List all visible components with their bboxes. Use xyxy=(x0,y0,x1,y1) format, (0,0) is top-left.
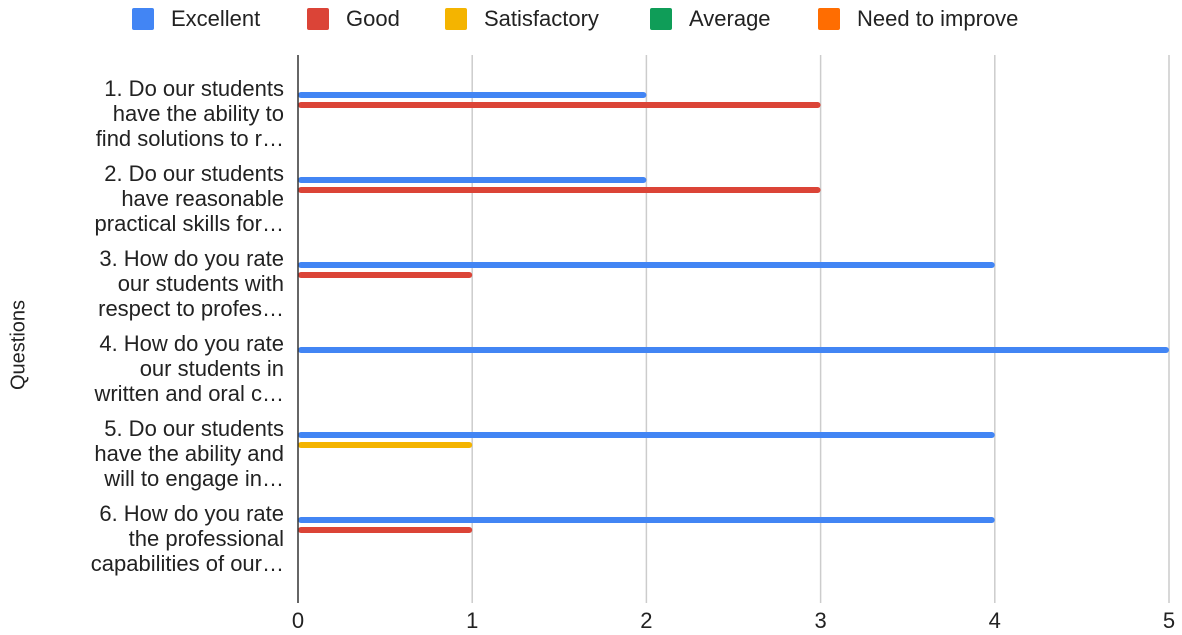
category-label-1-line-3: find solutions to r… xyxy=(96,126,284,151)
bar-q3-excellent xyxy=(298,262,995,268)
category-label-6-line-2: the professional xyxy=(129,526,284,551)
bar-q6-good xyxy=(298,527,473,533)
category-label-2-line-2: have reasonable xyxy=(121,186,284,211)
category-label-3-line-2: our students with xyxy=(118,271,284,296)
legend-label-3: Average xyxy=(689,6,771,31)
category-label-5-line-3: will to engage in… xyxy=(103,466,284,491)
x-tick-label-4: 4 xyxy=(989,608,1001,633)
x-tick-label-2: 2 xyxy=(640,608,652,633)
bar-q5-excellent xyxy=(298,432,995,438)
gridlines xyxy=(471,55,1170,603)
category-label-2-line-1: 2. Do our students xyxy=(104,161,284,186)
x-tick-label-1: 1 xyxy=(466,608,478,633)
y-axis-title: Questions xyxy=(7,300,29,390)
x-axis-ticks: 0 1 2 3 4 5 xyxy=(292,608,1175,633)
legend-swatch-0 xyxy=(132,8,154,30)
bar-q3-good xyxy=(298,272,473,278)
legend-swatch-4 xyxy=(818,8,840,30)
legend-label-0: Excellent xyxy=(171,6,260,31)
category-label-4-line-2: our students in xyxy=(140,356,284,381)
category-label-3-line-1: 3. How do you rate xyxy=(99,246,284,271)
bar-q6-excellent xyxy=(298,517,995,523)
legend-swatch-1 xyxy=(307,8,329,30)
bars xyxy=(298,92,1169,533)
category-label-5-line-1: 5. Do our students xyxy=(104,416,284,441)
x-tick-label-3: 3 xyxy=(814,608,826,633)
bar-q1-good xyxy=(298,102,821,108)
category-label-6-line-3: capabilities of our… xyxy=(91,551,284,576)
category-label-1-line-2: have the ability to xyxy=(113,101,284,126)
category-label-3-line-3: respect to profes… xyxy=(98,296,284,321)
category-label-4-line-1: 4. How do you rate xyxy=(99,331,284,356)
legend-swatch-3 xyxy=(650,8,672,30)
legend-label-2: Satisfactory xyxy=(484,6,599,31)
bar-q2-excellent xyxy=(298,177,647,183)
bar-q4-excellent xyxy=(298,347,1169,353)
category-label-2-line-3: practical skills for… xyxy=(95,211,284,236)
bar-q5-satisfactory xyxy=(298,442,473,448)
bar-q1-excellent xyxy=(298,92,647,98)
category-label-5-line-2: have the ability and xyxy=(94,441,284,466)
x-tick-label-5: 5 xyxy=(1163,608,1175,633)
legend-label-1: Good xyxy=(346,6,400,31)
category-label-4-line-3: written and oral c… xyxy=(93,381,284,406)
bar-q2-good xyxy=(298,187,821,193)
category-label-6-line-1: 6. How do you rate xyxy=(99,501,284,526)
legend: Excellent Good Satisfactory Average Need to … xyxy=(132,6,1018,31)
category-label-1-line-1: 1. Do our students xyxy=(104,76,284,101)
x-tick-label-0: 0 xyxy=(292,608,304,633)
legend-label-4: Need to improve xyxy=(857,6,1018,31)
legend-swatch-2 xyxy=(445,8,467,30)
